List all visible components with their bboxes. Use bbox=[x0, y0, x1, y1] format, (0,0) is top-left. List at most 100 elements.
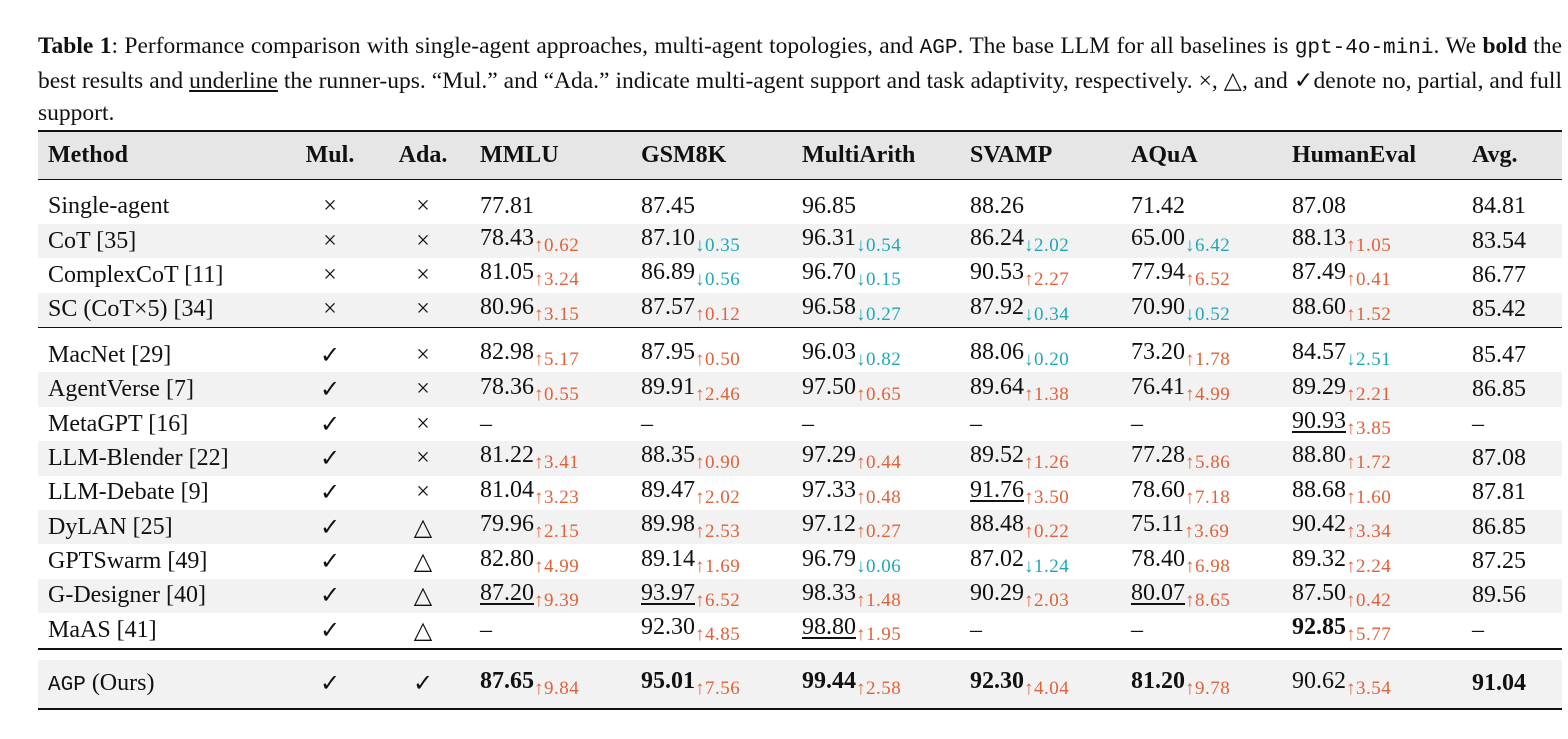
cell-method: MetaGPT [16] bbox=[48, 410, 189, 437]
cell-multiarith: 96.79↓0.06 bbox=[792, 544, 960, 578]
cell-value: 88.60 bbox=[1292, 293, 1346, 320]
cell-method: LLM-Debate [9] bbox=[48, 479, 209, 506]
cell-value: 99.44 bbox=[802, 667, 856, 694]
cell-mmlu: 82.80↑4.99 bbox=[470, 544, 631, 578]
cell-mul: ✓ bbox=[319, 583, 341, 610]
cell-mul: ✓ bbox=[319, 342, 341, 369]
cell-delta: ↑0.48 bbox=[856, 486, 902, 508]
cell-method: GPTSwarm [49] bbox=[48, 548, 208, 575]
cell-method: ComplexCoT [11] bbox=[48, 261, 224, 288]
cell-avg: 85.42 bbox=[1472, 296, 1526, 323]
table-row: MacNet [29] ✓ × 82.98↑5.17 87.95↑0.50 96.03↓0… bbox=[38, 338, 1562, 372]
cell-gsm8k: 87.57↑0.12 bbox=[631, 293, 792, 328]
cell-value: 77.81 bbox=[480, 193, 534, 220]
cell-mul: × bbox=[323, 261, 337, 288]
cell-ada: × bbox=[416, 296, 430, 323]
caption-text-2: . The base LLM for all baselines is bbox=[957, 33, 1295, 59]
cell-value: 86.89 bbox=[641, 259, 695, 286]
cell-avg: 86.85 bbox=[1472, 376, 1526, 403]
cell-delta: ↑3.15 bbox=[534, 303, 580, 325]
cell-avg: 87.08 bbox=[1472, 444, 1526, 471]
cell-value: 89.47 bbox=[641, 476, 695, 503]
cell-value: 89.64 bbox=[970, 373, 1024, 400]
cell-value: 89.91 bbox=[641, 373, 695, 400]
cell-delta: ↑9.84 bbox=[534, 677, 580, 699]
cell-delta: ↑5.77 bbox=[1346, 624, 1392, 646]
cell-multiarith: 96.58↓0.27 bbox=[792, 293, 960, 328]
cell-avg: – bbox=[1472, 410, 1484, 437]
cell-value: 88.35 bbox=[641, 442, 695, 469]
cell-multiarith: 96.31↓0.54 bbox=[792, 224, 960, 258]
cell-delta: ↓1.24 bbox=[1024, 555, 1070, 577]
cell-value: 71.42 bbox=[1131, 193, 1185, 220]
cell-multiarith: 98.33↑1.48 bbox=[792, 579, 960, 613]
cell-delta: ↓2.51 bbox=[1346, 349, 1392, 371]
cell-delta: ↑3.34 bbox=[1346, 521, 1392, 543]
cell-value: 87.57 bbox=[641, 293, 695, 320]
cell-delta: ↑6.52 bbox=[1185, 269, 1231, 291]
cell-humaneval: 90.62↑3.54 bbox=[1282, 660, 1462, 709]
cell-delta: ↑1.48 bbox=[856, 589, 902, 611]
cell-svamp: 92.30↑4.04 bbox=[960, 660, 1121, 709]
cell-ada: ✓ bbox=[412, 671, 434, 698]
row-spacer bbox=[38, 178, 1562, 190]
cell-delta: ↓0.82 bbox=[856, 349, 902, 371]
cell-gsm8k: 89.98↑2.53 bbox=[631, 510, 792, 544]
cell-delta: ↑9.78 bbox=[1185, 677, 1231, 699]
cell-mmlu: 87.20↑9.39 bbox=[470, 579, 631, 613]
results-table: Method Mul. Ada. MMLU GSM8K MultiArith S… bbox=[38, 130, 1562, 710]
cell-delta: ↑0.42 bbox=[1346, 589, 1392, 611]
cell-ada: × bbox=[416, 444, 430, 471]
cell-value: 82.98 bbox=[480, 339, 534, 366]
cell-value: 78.40 bbox=[1131, 545, 1185, 572]
cell-delta: ↑1.72 bbox=[1346, 452, 1392, 474]
cell-gsm8k: – bbox=[631, 407, 792, 441]
cell-method: AGP (Ours) bbox=[38, 660, 284, 709]
cell-mmlu: 87.65↑9.84 bbox=[470, 660, 631, 709]
cell-aqua: 77.94↑6.52 bbox=[1121, 258, 1282, 292]
cell-gsm8k: 87.45 bbox=[631, 190, 792, 224]
cell-value: 78.60 bbox=[1131, 476, 1185, 503]
cell-humaneval: 92.85↑5.77 bbox=[1282, 613, 1462, 648]
cell-value: – bbox=[641, 410, 653, 437]
cell-svamp: 86.24↓2.02 bbox=[960, 224, 1121, 258]
cell-delta: ↑0.90 bbox=[695, 452, 741, 474]
cell-humaneval: 88.68↑1.60 bbox=[1282, 476, 1462, 510]
cell-value: – bbox=[970, 616, 982, 643]
cell-value: – bbox=[1131, 616, 1143, 643]
cell-value: 81.05 bbox=[480, 259, 534, 286]
row-spacer bbox=[38, 647, 1562, 660]
cell-avg: – bbox=[1472, 616, 1484, 643]
header-aqua: AQuA bbox=[1131, 141, 1198, 168]
cell-value: 96.85 bbox=[802, 193, 856, 220]
cell-delta: ↑0.44 bbox=[856, 452, 902, 474]
cell-value: 97.29 bbox=[802, 442, 856, 469]
cell-gsm8k: 93.97↑6.52 bbox=[631, 579, 792, 613]
cell-value: 70.90 bbox=[1131, 293, 1185, 320]
cell-value: 89.98 bbox=[641, 511, 695, 538]
cell-value: 96.58 bbox=[802, 293, 856, 320]
cell-value: 87.02 bbox=[970, 545, 1024, 572]
cell-value: 97.33 bbox=[802, 476, 856, 503]
cell-value: 87.65 bbox=[480, 667, 534, 694]
cell-delta: ↑9.39 bbox=[534, 589, 580, 611]
cell-multiarith: 96.70↓0.15 bbox=[792, 258, 960, 292]
caption-text-3: . We bbox=[1433, 33, 1483, 59]
table-row: MaAS [41] ✓ △ –92.30↑4.85 98.80↑1.95– –92.85↑… bbox=[38, 613, 1562, 648]
cell-method: G-Designer [40] bbox=[48, 582, 206, 609]
cell-delta: ↑2.15 bbox=[534, 521, 580, 543]
cell-avg: 87.25 bbox=[1472, 548, 1526, 575]
cell-delta: ↑7.18 bbox=[1185, 486, 1231, 508]
cell-mul: ✓ bbox=[319, 445, 341, 472]
cell-ada: × bbox=[416, 227, 430, 254]
table-row: Single-agent × × 77.81 87.45 96.85 88.26 71.42 8… bbox=[38, 190, 1562, 224]
cell-delta: ↑4.04 bbox=[1024, 677, 1070, 699]
cell-svamp: – bbox=[960, 407, 1121, 441]
cell-delta: ↓0.35 bbox=[695, 235, 741, 257]
cell-multiarith: 99.44↑2.58 bbox=[792, 660, 960, 709]
cell-value: 89.14 bbox=[641, 545, 695, 572]
cell-mmlu: 80.96↑3.15 bbox=[470, 293, 631, 328]
caption-underline-word: underline bbox=[189, 68, 278, 94]
header-mmlu: MMLU bbox=[480, 141, 559, 168]
cell-humaneval: 88.60↑1.52 bbox=[1282, 293, 1462, 328]
